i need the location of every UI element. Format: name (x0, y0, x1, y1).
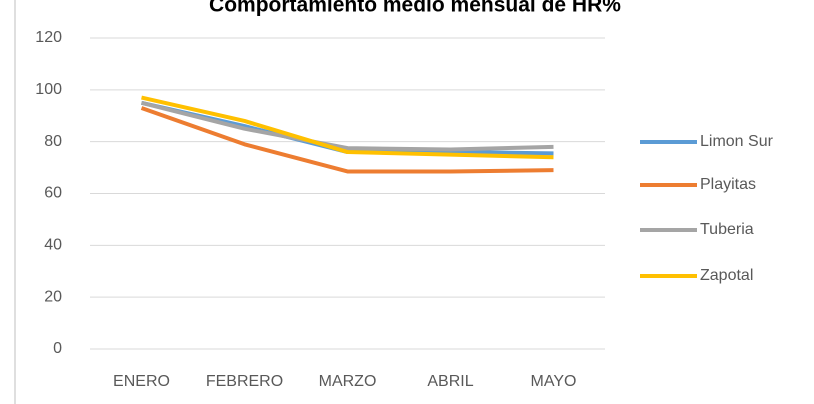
x-tick-label: ABRIL (427, 373, 473, 390)
y-tick-label: 0 (53, 340, 62, 357)
x-tick-label: FEBRERO (206, 373, 283, 390)
legend-label: Tuberia (700, 221, 754, 238)
legend-label: Playitas (700, 176, 756, 193)
x-tick-label: MARZO (319, 373, 377, 390)
series-line (140, 106, 554, 174)
series-line (141, 100, 554, 152)
y-tick-label: 20 (44, 288, 62, 305)
chart-title: Comportamiento medio mensual de HR% (209, 0, 621, 17)
legend-label: Limon Sur (700, 133, 774, 150)
y-tick-label: 100 (35, 81, 62, 98)
x-tick-label: ENERO (113, 373, 170, 390)
series-line (141, 95, 554, 160)
x-tick-label: MAYO (531, 373, 577, 390)
y-tick-label: 40 (44, 237, 62, 254)
legend-label: Zapotal (700, 267, 753, 284)
y-tick-label: 120 (35, 29, 62, 46)
y-tick-label: 60 (44, 185, 62, 202)
y-tick-label: 80 (44, 133, 62, 150)
